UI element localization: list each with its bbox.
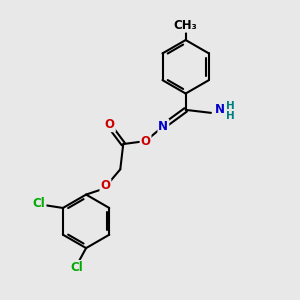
Text: CH₃: CH₃ xyxy=(174,19,197,32)
Text: H: H xyxy=(226,101,235,111)
Text: Cl: Cl xyxy=(33,197,46,210)
Text: N: N xyxy=(215,103,225,116)
Text: O: O xyxy=(105,118,115,131)
Text: H: H xyxy=(226,111,235,122)
Text: Cl: Cl xyxy=(71,261,84,274)
Text: O: O xyxy=(140,135,151,148)
Text: N: N xyxy=(158,120,168,133)
Text: O: O xyxy=(100,179,110,192)
